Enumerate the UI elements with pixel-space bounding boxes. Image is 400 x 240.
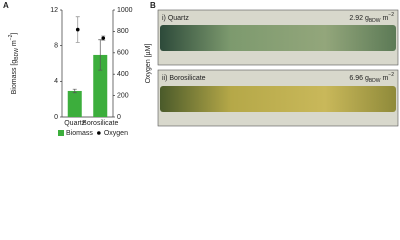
point <box>75 27 80 32</box>
y-tick-label: 4 <box>54 78 58 85</box>
label-part: BDW <box>369 18 381 24</box>
y-tick-label: 0 <box>54 114 58 121</box>
label-part: Biomass [g <box>11 60 18 95</box>
legend-swatch <box>97 131 101 135</box>
tube <box>160 25 396 51</box>
y2-tick-label: 600 <box>117 50 129 57</box>
photo-value: 6.96 gBDW m−2 <box>349 72 394 84</box>
label-part: m <box>11 40 18 48</box>
x-tick-label: Quartz <box>64 120 86 127</box>
y2-tick-label: 800 <box>117 28 129 35</box>
label-part: ] <box>11 33 18 35</box>
legend-swatch <box>58 130 64 136</box>
label-part: BDW <box>14 48 20 60</box>
y-axis-label: Biomass [gBDW m−2] <box>8 33 20 95</box>
photo-value: 2.92 gBDW m−2 <box>349 12 394 24</box>
legend-label: Biomass <box>66 130 93 137</box>
label-part: BDW <box>369 78 381 84</box>
label-part: 6.96 g <box>349 75 369 82</box>
figure: A B 0 4 8 12 0 200 400 600 800 1000 Biomass [gBDW … <box>3 1 399 137</box>
point <box>101 36 106 40</box>
bar <box>67 90 82 117</box>
panel-label: B <box>150 1 156 10</box>
label-part: −2 <box>388 72 394 78</box>
photo-label: i) Quartz <box>162 15 189 22</box>
photo-label: ii) Borosilicate <box>162 75 206 82</box>
error-bar <box>72 88 77 94</box>
y2-tick-label: 400 <box>117 71 129 78</box>
label-part: m <box>381 15 389 22</box>
error-bar <box>98 39 103 71</box>
panel-label: A <box>3 1 9 10</box>
y2-tick-label: 1000 <box>117 7 133 14</box>
legend-label: Oxygen <box>104 130 128 137</box>
label-part: −2 <box>8 34 14 40</box>
label-part: m <box>381 75 389 82</box>
y2-axis-label: Oxygen [µM] <box>145 44 152 84</box>
x-tick-label: Borosilicate <box>82 120 118 127</box>
y-tick-label: 12 <box>50 7 58 14</box>
bar <box>93 54 108 117</box>
y-tick-label: 8 <box>54 43 58 50</box>
label-part: 2.92 g <box>349 15 369 22</box>
label-part: −2 <box>388 12 394 18</box>
tube <box>160 86 396 112</box>
y2-tick-label: 0 <box>117 114 121 121</box>
y2-tick-label: 200 <box>117 92 129 99</box>
